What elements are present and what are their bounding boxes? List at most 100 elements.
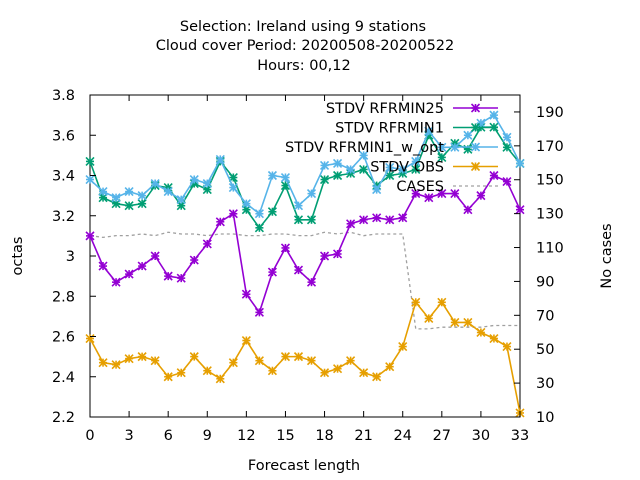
- data-point: [489, 333, 499, 344]
- data-point: [450, 138, 460, 148]
- legend-label: STDV RFRMIN1: [335, 121, 444, 137]
- data-point: [85, 333, 95, 344]
- data-point: [359, 368, 369, 378]
- data-point: [215, 374, 225, 384]
- data-point: [228, 209, 238, 219]
- data-point: [293, 201, 304, 211]
- y-tick-label: 3.8: [52, 88, 75, 104]
- data-point: [202, 239, 212, 249]
- y-tick-label: 2.8: [52, 289, 75, 305]
- data-point: [215, 217, 225, 227]
- legend-entry: STDV RFRMIN25: [326, 101, 498, 117]
- data-point: [241, 289, 251, 299]
- chart-title-line-2: Cloud cover Period: 20200508-20200522: [156, 38, 455, 54]
- data-point: [254, 356, 264, 366]
- data-point: [137, 352, 147, 362]
- data-point: [202, 366, 212, 376]
- data-point: [476, 327, 486, 338]
- data-point: [189, 174, 199, 185]
- data-point: [319, 251, 330, 261]
- data-point: [176, 195, 186, 205]
- data-point: [267, 207, 277, 217]
- y-tick-label: 3.6: [52, 128, 75, 144]
- series-4: [89, 231, 520, 330]
- data-point: [111, 277, 121, 287]
- data-point: [98, 358, 108, 368]
- series-0: [85, 170, 525, 317]
- data-point: [228, 183, 238, 193]
- y-tick-label: 2.2: [52, 410, 75, 426]
- axes-layer: 0 3 6 9 12 15 18 21 24 27 30 33 2.2 2.4 2.6 2.8 3 3.2 3.4 3…: [52, 88, 564, 444]
- data-point: [280, 243, 291, 253]
- data-point: [150, 178, 160, 189]
- cases-layer: [89, 231, 520, 330]
- data-point: [241, 335, 251, 346]
- series-line: [89, 174, 521, 315]
- data-point: [254, 223, 264, 233]
- x-tick-label: 0: [85, 428, 94, 444]
- series-line: [89, 114, 521, 216]
- data-point: [463, 205, 473, 215]
- data-point: [346, 356, 356, 366]
- legend: STDV RFRMIN25 STDV RFRMIN1 STDV RFRMIN1_w_…: [285, 101, 498, 195]
- x-tick-label: 3: [124, 428, 133, 444]
- data-point: [254, 209, 264, 219]
- y-tick-label: 2.6: [52, 330, 75, 346]
- data-point: [385, 362, 395, 372]
- x-tick-label: 24: [394, 428, 412, 444]
- data-point: [111, 360, 121, 370]
- legend-label: STDV RFRMIN25: [326, 101, 444, 117]
- x-tick-label: 21: [354, 428, 372, 444]
- data-point: [254, 307, 264, 317]
- data-point: [267, 366, 277, 376]
- data-point: [150, 356, 160, 366]
- data-point: [150, 251, 160, 261]
- data-point: [124, 201, 134, 211]
- data-point: [437, 189, 447, 199]
- data-point: [346, 168, 356, 179]
- data-point: [176, 368, 186, 378]
- data-point: [411, 156, 421, 166]
- data-point: [359, 150, 369, 160]
- legend-marker: [470, 161, 481, 172]
- data-point: [411, 164, 421, 175]
- data-point: [398, 341, 408, 352]
- data-point: [319, 174, 330, 185]
- y-tick-label: 3.2: [52, 209, 75, 225]
- series-line: [89, 126, 521, 230]
- data-point: [437, 297, 447, 307]
- data-point: [346, 164, 356, 175]
- x-tick-label: 6: [164, 428, 173, 444]
- data-point: [450, 189, 460, 199]
- data-point: [176, 273, 186, 283]
- y2-tick-label: 190: [536, 105, 564, 121]
- data-point: [124, 269, 134, 279]
- data-point: [398, 168, 408, 179]
- data-point: [85, 231, 95, 241]
- data-point: [333, 170, 343, 181]
- data-point: [319, 160, 330, 171]
- legend-marker: [470, 122, 481, 133]
- y2-tick-label: 110: [536, 241, 564, 257]
- legend-entry: CASES: [396, 179, 498, 195]
- data-point: [85, 156, 95, 166]
- x-tick-label: 9: [203, 428, 212, 444]
- data-point: [450, 317, 460, 327]
- x-tick-label: 30: [472, 428, 490, 444]
- data-point: [333, 364, 343, 374]
- series-layer: [85, 110, 525, 418]
- data-point: [515, 158, 525, 168]
- data-point: [293, 352, 304, 362]
- x-tick-label: 27: [433, 428, 451, 444]
- legend-marker: [470, 103, 481, 113]
- data-point: [502, 341, 512, 352]
- data-point: [124, 187, 134, 197]
- chart-title-line-3: Hours: 00,12: [257, 58, 351, 74]
- y2-axis-label: No cases: [599, 223, 615, 288]
- y2-tick-label: 30: [536, 376, 554, 392]
- data-point: [463, 317, 473, 327]
- x-axis-label: Forecast length: [248, 458, 360, 474]
- series-2: [85, 110, 525, 219]
- data-point: [476, 191, 486, 201]
